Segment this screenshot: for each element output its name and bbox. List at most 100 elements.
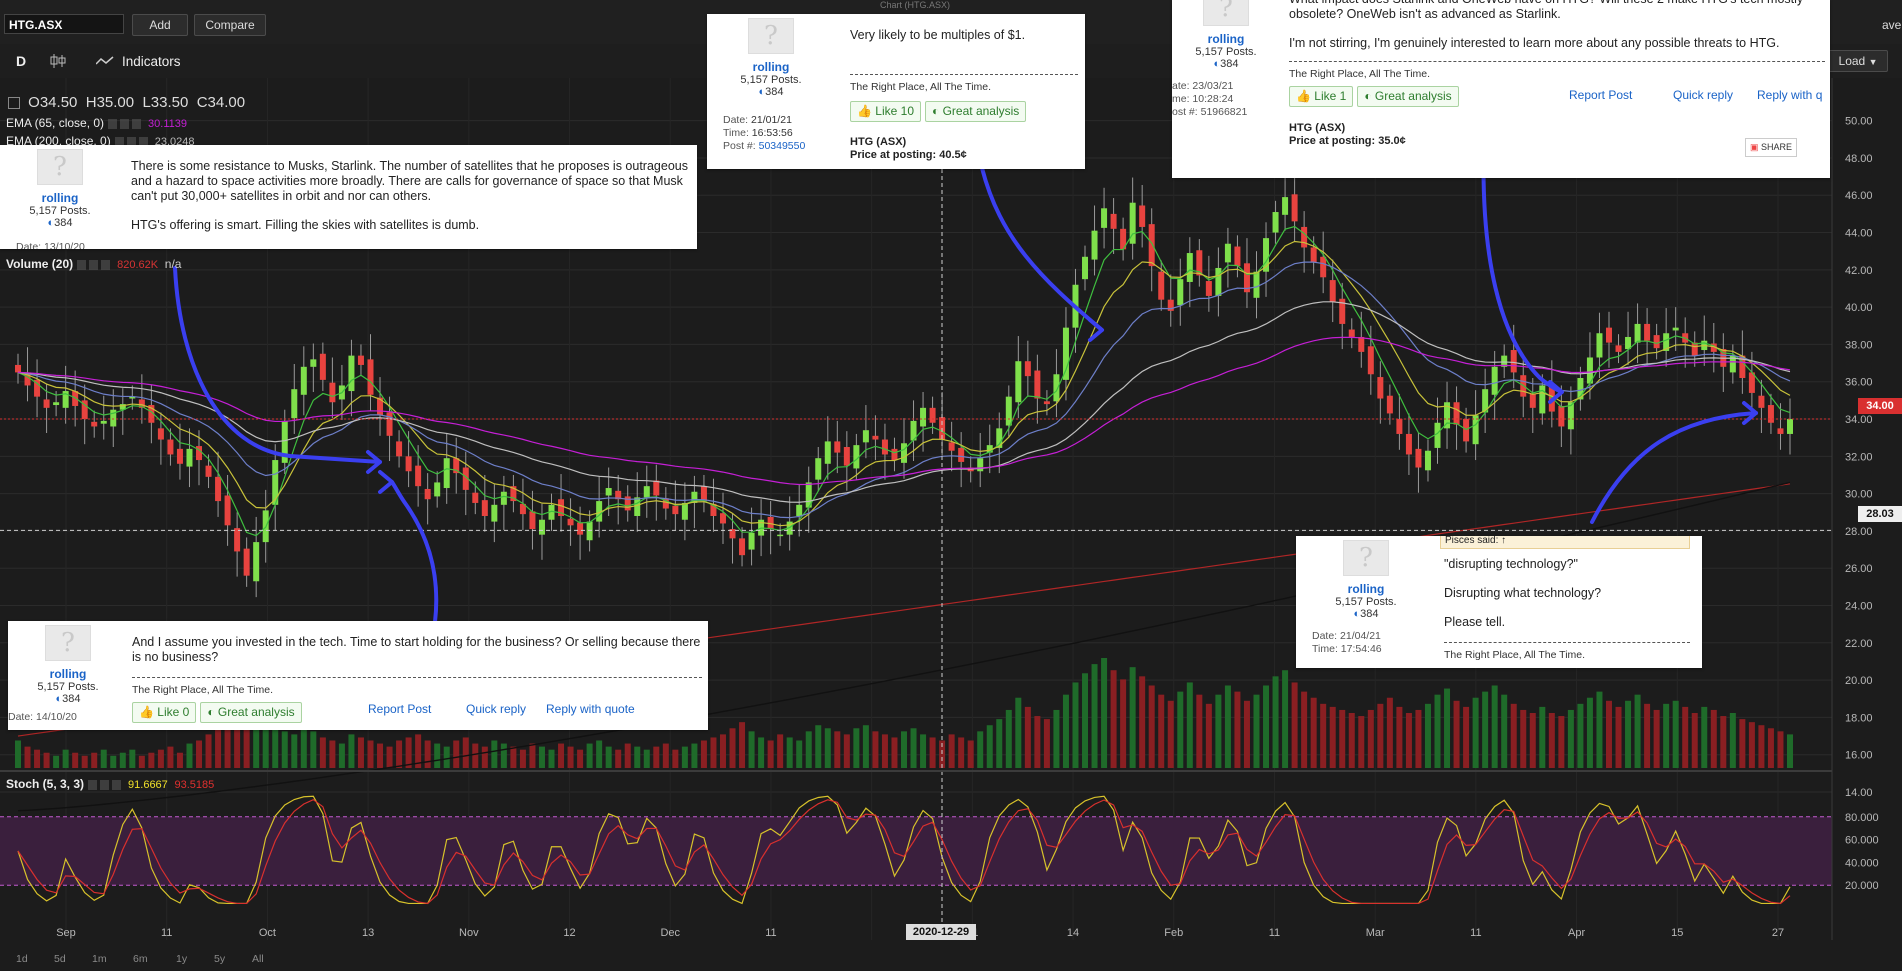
reply-with-quote-link[interactable]: Reply with q — [1757, 88, 1823, 102]
postno-value[interactable]: ost #: 51966821 — [1172, 106, 1248, 118]
tf-1y[interactable]: 1y — [176, 953, 188, 965]
like-button[interactable]: 👍 Like 1 — [1289, 86, 1354, 107]
x-tick-label: 27 — [1772, 927, 1784, 939]
username[interactable]: rolling — [1207, 32, 1245, 46]
candle-body — [319, 353, 326, 380]
chevron-down-icon: ▼ — [1868, 57, 1878, 67]
candle-body — [1748, 372, 1755, 393]
annotation-arrow — [390, 480, 439, 624]
reply-with-quote-link[interactable]: Reply with quote — [546, 702, 635, 716]
candle-body — [1663, 333, 1670, 351]
volume-legend[interactable]: Volume (20) 820.62K n/a — [6, 257, 181, 271]
volume-bar — [596, 740, 603, 768]
y-tick-label: 22.00 — [1845, 638, 1873, 650]
forum-post-3: rolling 5,157 Posts. ◐384 ate: 23/03/21 … — [1172, 0, 1830, 178]
report-post-link[interactable]: Report Post — [1569, 88, 1633, 102]
lightbulb-icon: ◐ — [207, 705, 215, 719]
candle-body — [1634, 323, 1641, 343]
username[interactable]: rolling — [752, 60, 790, 74]
compare-button[interactable]: Compare — [194, 14, 266, 36]
indicators-button[interactable]: Indicators — [122, 54, 181, 69]
post-body: Pisces said: ↑ "disrupting technology?" … — [1440, 536, 1690, 663]
volume-bar — [529, 743, 536, 768]
post-author: rolling 5,157 Posts. ◐384 Date: 21/04/21… — [1296, 536, 1436, 656]
x-tick-label: 12 — [563, 927, 575, 939]
candle-body — [1787, 419, 1793, 434]
candle-type-icon[interactable] — [50, 54, 66, 68]
volume-bar — [1348, 713, 1355, 768]
username[interactable]: rolling — [49, 667, 87, 681]
candle-body — [348, 355, 355, 392]
candle-body — [1196, 250, 1203, 276]
candle-body — [110, 409, 117, 427]
username[interactable]: rolling — [41, 191, 79, 205]
settings-icon[interactable] — [108, 118, 145, 129]
volume-bar — [1253, 694, 1260, 768]
settings-icon[interactable] — [77, 259, 114, 270]
great-analysis-button[interactable]: ◐ Great analysis — [925, 101, 1027, 122]
candle-body — [1539, 385, 1546, 414]
annotation-arrow — [1481, 136, 1564, 394]
like-button[interactable]: 👍 Like 0 — [132, 702, 197, 723]
indicators-icon[interactable] — [95, 55, 114, 67]
report-post-link[interactable]: Report Post — [368, 702, 432, 716]
share-button[interactable]: ▣ SHARE — [1745, 138, 1798, 157]
collapse-icon[interactable] — [8, 97, 20, 110]
settings-icon[interactable] — [88, 779, 125, 790]
tf-1d[interactable]: 1d — [16, 953, 28, 965]
share-label: SHARE — [1761, 142, 1793, 152]
tf-1m[interactable]: 1m — [92, 953, 107, 965]
candle-body — [1644, 323, 1651, 341]
volume-bar — [367, 740, 374, 768]
tf-all[interactable]: All — [252, 953, 264, 965]
tf-5y[interactable]: 5y — [214, 953, 226, 965]
ema65-legend[interactable]: EMA (65, close, 0) 30.1139 — [6, 116, 187, 130]
quick-reply-link[interactable]: Quick reply — [1673, 88, 1734, 102]
like-count: ◐384 — [0, 217, 120, 229]
stoch-legend[interactable]: Stoch (5, 3, 3) 91.6667 93.5185 — [6, 777, 214, 791]
add-button[interactable]: Add — [132, 14, 188, 36]
username[interactable]: rolling — [1347, 582, 1385, 596]
candle-body — [62, 391, 69, 408]
candle-body — [1282, 197, 1289, 215]
candle-body — [357, 355, 364, 365]
quick-reply-link[interactable]: Quick reply — [466, 702, 527, 716]
volume-bar — [1377, 703, 1384, 768]
x-tick-label: Dec — [660, 927, 680, 939]
crosshair-price-label: 28.03 — [1858, 506, 1902, 522]
great-analysis-button[interactable]: ◐ Great analysis — [200, 702, 302, 723]
symbol-input[interactable]: HTG.ASX — [4, 14, 124, 34]
postno-value[interactable]: 50349550 — [758, 140, 806, 152]
volume-bar — [1758, 725, 1765, 768]
candle-body — [1672, 327, 1679, 331]
volume-bar — [1120, 679, 1127, 768]
candle-body — [958, 447, 965, 462]
volume-bar — [43, 752, 50, 768]
candle-body — [1034, 370, 1041, 399]
candle-body — [1463, 419, 1470, 442]
load-button[interactable]: Load ▼ — [1828, 50, 1888, 72]
volume-bar — [148, 752, 155, 768]
y-tick-label: 44.00 — [1845, 228, 1873, 240]
tf-6m[interactable]: 6m — [133, 953, 148, 965]
candle-body — [948, 442, 955, 451]
volume-bar — [1777, 731, 1784, 768]
great-analysis-button[interactable]: ◐ Great analysis — [1357, 86, 1459, 107]
volume-bar — [1625, 700, 1632, 768]
volume-bar — [110, 755, 117, 768]
volume-bar — [624, 743, 631, 768]
tf-5d[interactable]: 5d — [54, 953, 66, 965]
avatar — [1343, 540, 1389, 576]
volume-bar — [377, 743, 384, 768]
volume-bar — [1024, 706, 1031, 768]
like-button[interactable]: 👍 Like 10 — [850, 101, 921, 122]
x-tick-label: Apr — [1568, 927, 1585, 939]
candle-body — [920, 407, 927, 427]
volume-bar — [1644, 703, 1651, 768]
candle-body — [719, 513, 726, 524]
candle-body — [700, 486, 707, 502]
avatar — [748, 18, 794, 54]
settings-icon[interactable] — [114, 136, 151, 147]
interval-button[interactable]: D — [16, 53, 27, 69]
volume-bar — [481, 746, 488, 768]
